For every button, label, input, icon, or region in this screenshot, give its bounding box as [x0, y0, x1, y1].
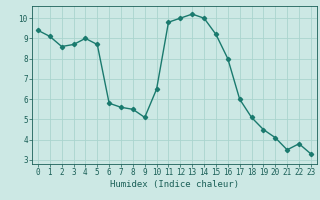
- X-axis label: Humidex (Indice chaleur): Humidex (Indice chaleur): [110, 180, 239, 189]
